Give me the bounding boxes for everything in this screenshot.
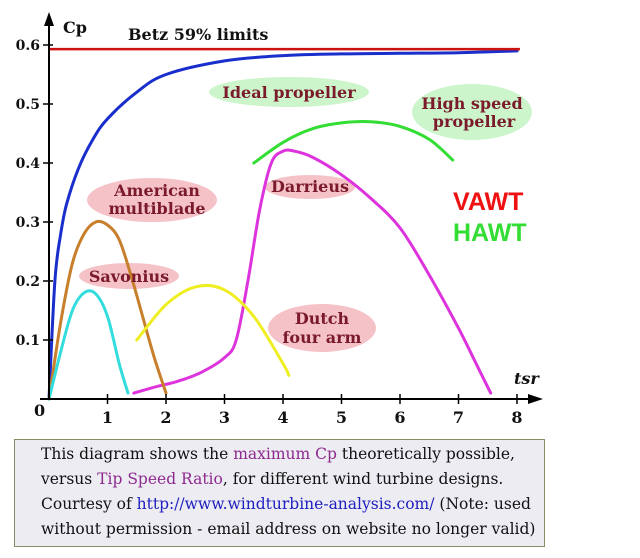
x-tick-label: 3 [219,408,230,427]
caption-line-4: without permission - email address on we… [41,517,540,542]
x-tick-label: 6 [394,408,405,427]
cp-vs-tsr-chart: Betz 59% limits 1 2 3 4 5 6 7 8 0.1 0.2 0.3 0.4 0.5 0… [16,12,543,427]
caption-text: Courtesy of [41,495,137,513]
curves-layer [47,49,519,401]
curve-darrieus [132,148,493,395]
caption-highlight-tsr: Tip Speed Ratio [97,470,223,488]
caption-line-1: This diagram shows the maximum Cp theore… [41,442,540,467]
x-tick-label: 2 [160,408,171,427]
darrieus-bubble [265,175,355,199]
curve-american-multiblade [47,219,168,401]
savonius-bubble [79,263,179,289]
label-savonius: Savonius [89,267,169,286]
label-high-speed-line2: propeller [433,112,516,131]
caption-text: , for different wind turbine designs. [222,470,504,488]
label-american-line1: American [113,181,200,200]
american-multiblade-bubble [87,178,217,222]
x-axis-arrow [528,394,543,404]
dutch-four-arm-bubble [268,304,376,352]
origin-label: 0 [34,401,45,420]
high-speed-propeller-bubble [412,84,532,140]
caption-text: This diagram shows the [41,445,234,463]
caption-box: This diagram shows the maximum Cp theore… [14,439,545,547]
caption-text: theoretically possible, [336,445,515,463]
y-tick-label: 0.3 [16,215,40,231]
y-tick-label: 0.1 [16,333,40,349]
label-darrieus: Darrieus [271,177,349,196]
ticks-layer: 1 2 3 4 5 6 7 8 0.1 0.2 0.3 0.4 0.5 0.6 [16,38,523,427]
y-tick-label: 0.4 [16,156,41,172]
legend-vawt: VAWT [453,188,523,216]
betz-label: Betz 59% limits [128,25,268,44]
y-axis-label: Cp [63,18,87,37]
label-dutch-line2: four arm [283,328,362,347]
x-tick-label: 8 [511,408,522,427]
legend-hawt: HAWT [453,219,527,247]
y-axis-arrow [44,12,54,26]
label-ideal-propeller: Ideal propeller [222,83,356,102]
label-american-line2: multiblade [108,199,205,218]
caption-text: versus [41,470,98,488]
curve-savonius [47,289,130,401]
x-tick-label: 7 [453,408,464,427]
caption-text: (Note: used [434,495,531,513]
y-tick-label: 0.6 [16,38,40,54]
x-tick-label: 4 [277,408,288,427]
caption-link[interactable]: http://www.windturbine-analysis.com/ [136,495,435,513]
curve-ideal-propeller [47,49,519,401]
curve-high-speed-propeller [252,119,455,165]
caption-highlight-cp: maximum Cp [233,445,337,463]
ideal-propeller-bubble [209,77,369,107]
x-tick-label: 1 [102,408,113,427]
label-dutch-line1: Dutch [295,309,350,328]
y-tick-label: 0.5 [16,97,40,113]
label-high-speed-line1: High speed [421,94,522,113]
x-axis-label: tsr [514,369,540,388]
caption-line-2: versus Tip Speed Ratio, for different wi… [41,467,540,492]
curve-dutch-four-arm [135,283,291,377]
y-tick-label: 0.2 [16,274,40,290]
caption-line-3: Courtesy of http://www.windturbine-analy… [41,492,540,517]
x-tick-label: 5 [336,408,347,427]
caption-text: without permission - email address on we… [41,520,536,538]
